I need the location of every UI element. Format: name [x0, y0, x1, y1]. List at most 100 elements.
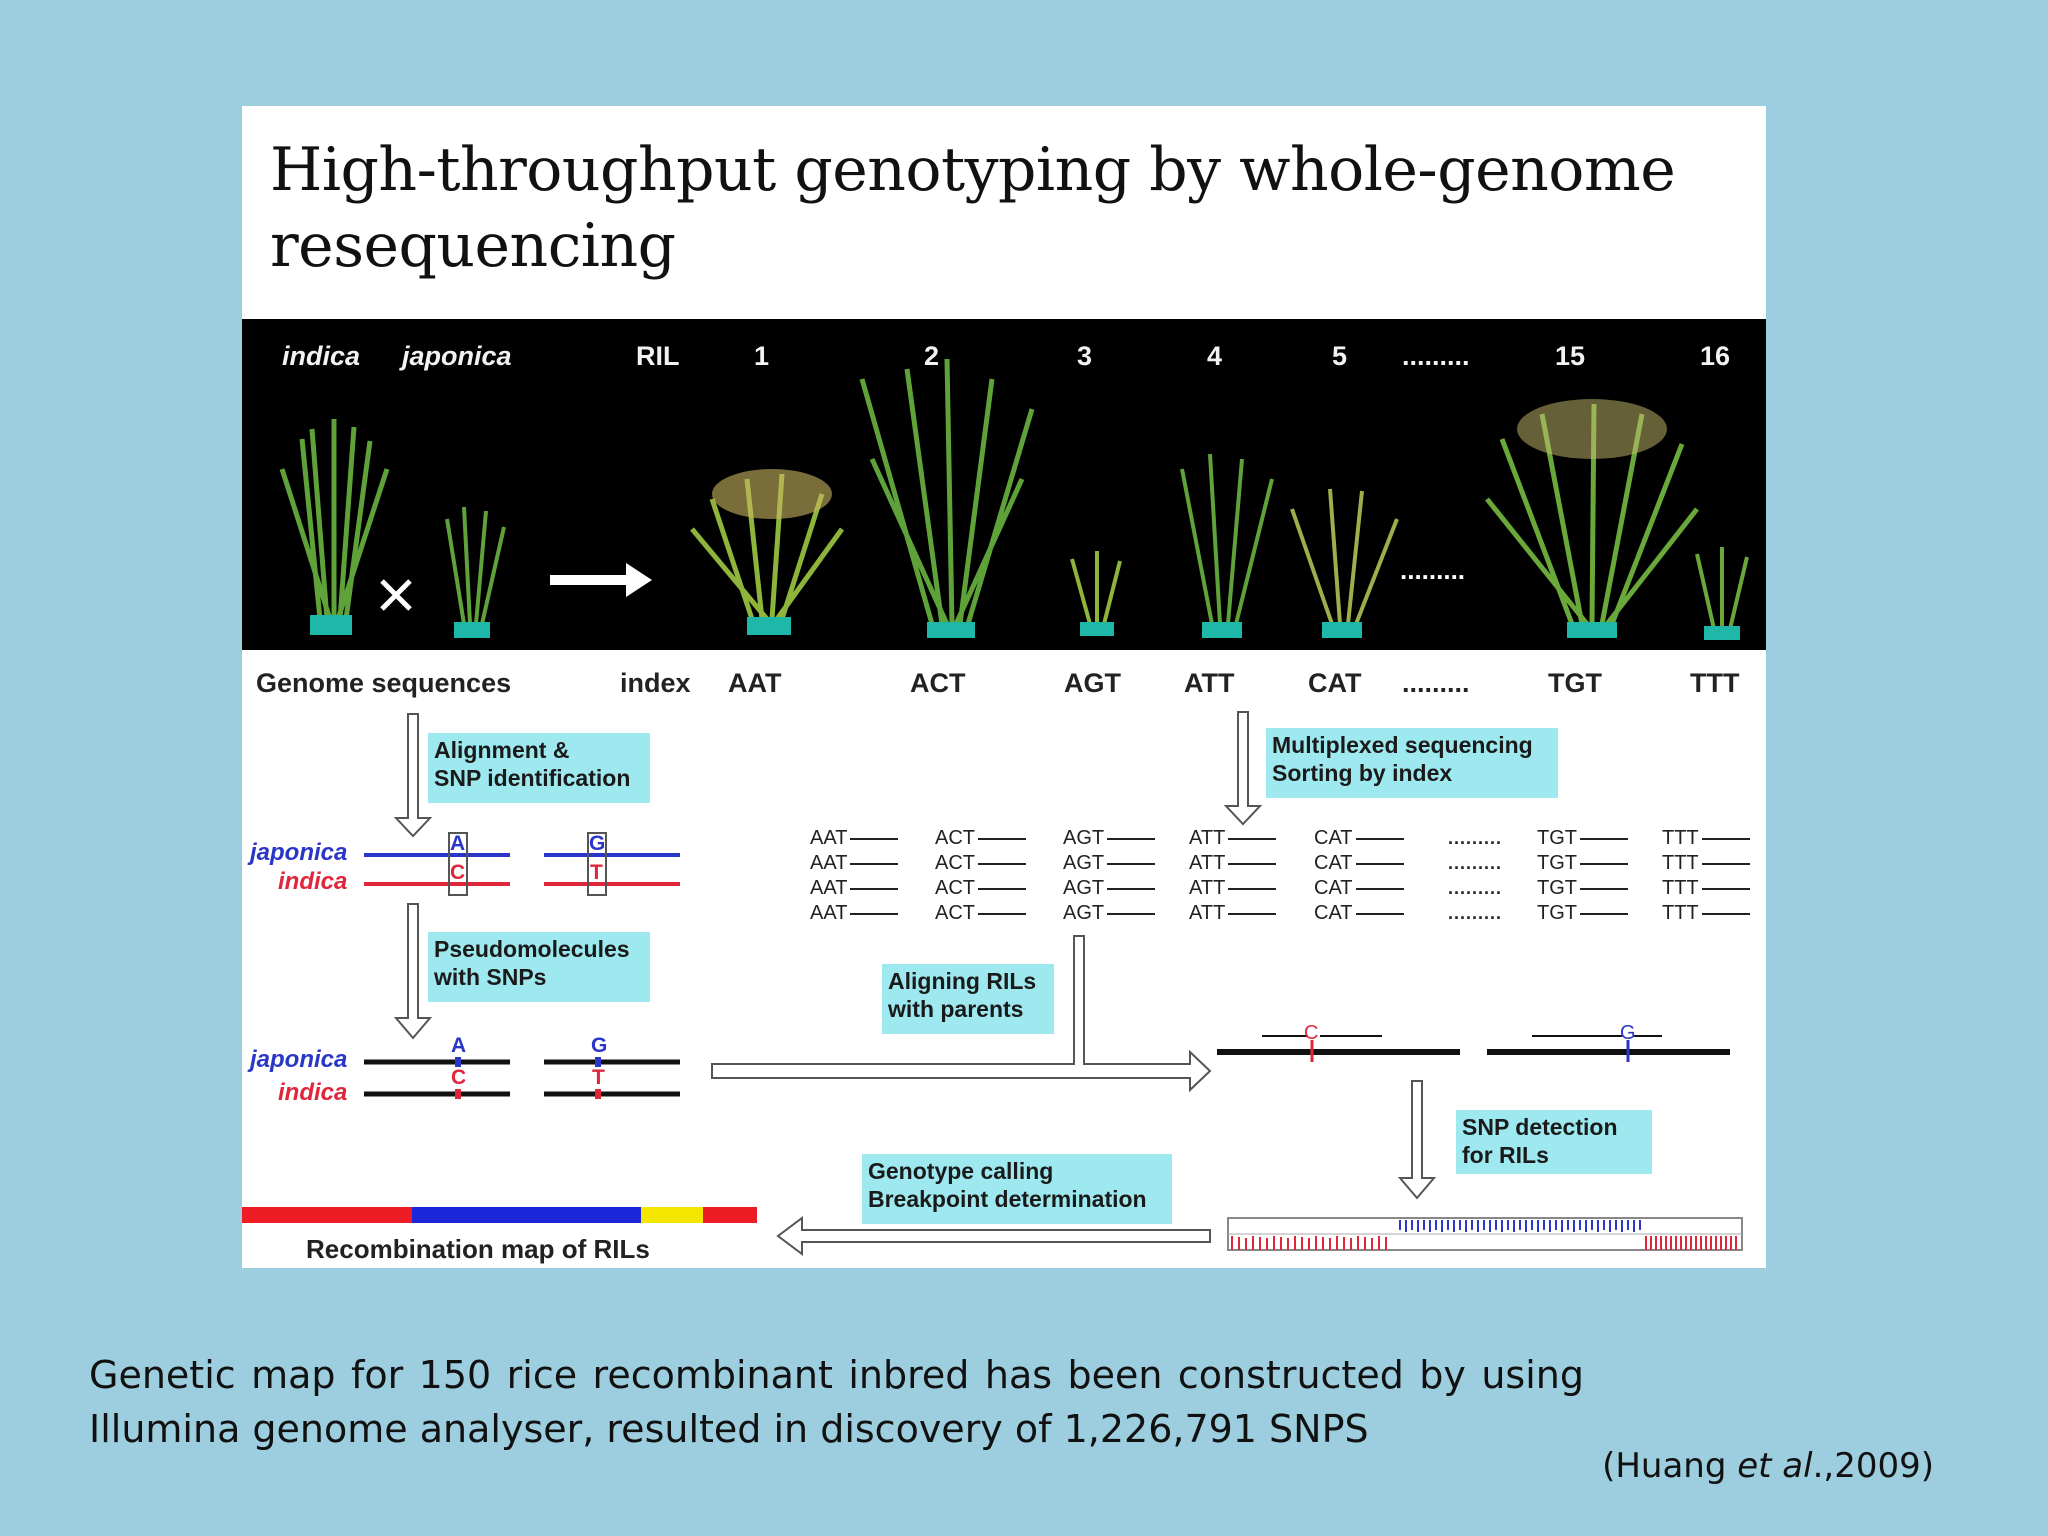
read: TTT [1662, 901, 1750, 926]
plant-1 [690, 469, 845, 635]
label-line-16: 16 [1700, 341, 1731, 371]
read: TGT [1537, 826, 1628, 851]
snp-allele-t-top: T [590, 861, 603, 884]
reads-act: ACT ACT ACT ACT [935, 826, 1026, 926]
read: ATT [1189, 851, 1276, 876]
read: CAT [1314, 826, 1404, 851]
snp-allele-a-bottom: A [451, 1034, 467, 1057]
read: AGT [1063, 901, 1155, 926]
label-ril: RIL [636, 341, 680, 371]
citation-end: .,2009) [1812, 1446, 1934, 1486]
index-cat: CAT [1308, 668, 1362, 698]
label-indica: indica [282, 341, 361, 371]
step-alignment-snp-identification: Alignment & SNP identification [428, 733, 650, 803]
plant-japonica [445, 506, 506, 638]
read: AGT [1063, 851, 1155, 876]
read: TTT [1662, 826, 1750, 851]
read: AAT [810, 901, 898, 926]
snp-allele-c-top: C [450, 861, 466, 884]
index-att: ATT [1184, 668, 1235, 698]
recombination-map-bar [242, 1207, 757, 1223]
read: CAT [1314, 876, 1404, 901]
label-line-2: 2 [924, 341, 940, 371]
read-dots: ......... [1448, 903, 1503, 923]
read: AAT [810, 826, 898, 851]
snp-allele-g-bottom: G [591, 1034, 608, 1057]
snp-barcode-ticks [1231, 1220, 1737, 1250]
snp-allele-g-top: G [589, 832, 606, 855]
down-arrow-icon [1397, 1080, 1437, 1200]
label-line-15: 15 [1555, 341, 1586, 371]
read: ACT [935, 901, 1026, 926]
read: ACT [935, 851, 1026, 876]
snp-allele-a-top: A [450, 832, 466, 855]
read: AAT [810, 876, 898, 901]
label-dots: ......... [1402, 341, 1470, 371]
reads-aat: AAT AAT AAT AAT [810, 826, 898, 926]
citation: (Huang et al.,2009) [1602, 1446, 1934, 1486]
read: AAT [810, 851, 898, 876]
figure: High-throughput genotyping by whole-geno… [242, 106, 1766, 1268]
pseudomolecule-lines [364, 1057, 680, 1099]
label-line-3: 3 [1077, 341, 1093, 371]
read: ATT [1189, 876, 1276, 901]
ril-snp-g: G [1620, 1022, 1636, 1044]
read-dots: ......... [1448, 853, 1503, 873]
step-genotype-calling: Genotype calling Breakpoint determinatio… [862, 1154, 1172, 1224]
reads-agt: AGT AGT AGT AGT [1063, 826, 1155, 926]
citation-start: (Huang [1602, 1446, 1738, 1486]
ril-snp-c: C [1304, 1022, 1319, 1044]
index-tgt: TGT [1548, 668, 1602, 698]
japonica-label-top: japonica [250, 839, 348, 866]
read-dots: ......... [1448, 828, 1503, 848]
reads-dots: ......... ......... ......... ......... [1448, 826, 1502, 926]
slide-caption: Genetic map for 150 rice recombinant inb… [89, 1353, 1584, 1451]
figure-title: High-throughput genotyping by whole-geno… [270, 135, 1676, 281]
index-agt: AGT [1064, 668, 1121, 698]
read: ATT [1189, 826, 1276, 851]
read: TGT [1537, 876, 1628, 901]
japonica-label-bottom: japonica [250, 1046, 348, 1073]
plant-15 [1485, 399, 1699, 638]
reads-cat: CAT CAT CAT CAT [1314, 826, 1404, 926]
plant-2 [859, 358, 1035, 638]
photo-dots-middle: ......... [1400, 555, 1465, 585]
index-ttt: TTT [1690, 668, 1740, 698]
step-aligning-rils-with-parents: Aligning RILs with parents [882, 964, 1054, 1034]
recombination-map-label: Recombination map of RILs [306, 1234, 650, 1264]
label-line-5: 5 [1332, 341, 1348, 371]
read-dots: ......... [1448, 878, 1503, 898]
ril-alignment-lines [1217, 1035, 1730, 1062]
down-arrow-icon [1223, 711, 1263, 826]
reads-att: ATT ATT ATT ATT [1189, 826, 1276, 926]
parent-alignment-lines [364, 832, 680, 896]
read: AGT [1063, 876, 1155, 901]
index-label: index [620, 668, 691, 698]
rice-plants-illustration: ......... [279, 358, 1749, 640]
read: TTT [1662, 851, 1750, 876]
index-dots: ......... [1402, 668, 1470, 698]
label-japonica: japonica [402, 341, 512, 371]
read: AGT [1063, 826, 1155, 851]
read: CAT [1314, 851, 1404, 876]
step-snp-detection-for-rils: SNP detection for RILs [1456, 1110, 1652, 1174]
snp-allele-t-bottom: T [592, 1066, 605, 1089]
read: TTT [1662, 876, 1750, 901]
read: CAT [1314, 901, 1404, 926]
read: TGT [1537, 901, 1628, 926]
workflow-diagram [242, 711, 1743, 1256]
arrow-right-icon [550, 563, 652, 597]
plant-3 [1070, 551, 1122, 636]
right-arrow-icon [711, 935, 1212, 1093]
indica-label-bottom: indica [278, 1079, 348, 1106]
step-pseudomolecules-with-snps: Pseudomolecules with SNPs [428, 932, 650, 1002]
plant-4 [1180, 453, 1274, 638]
rice-photo-strip: ......... indica japonica RIL 1 2 3 4 5 … [242, 319, 1766, 650]
label-line-1: 1 [754, 341, 770, 371]
cross-icon [380, 579, 412, 611]
down-arrow-icon [393, 713, 433, 838]
read: ACT [935, 826, 1026, 851]
index-aat: AAT [728, 668, 782, 698]
read: TGT [1537, 851, 1628, 876]
read: ACT [935, 876, 1026, 901]
